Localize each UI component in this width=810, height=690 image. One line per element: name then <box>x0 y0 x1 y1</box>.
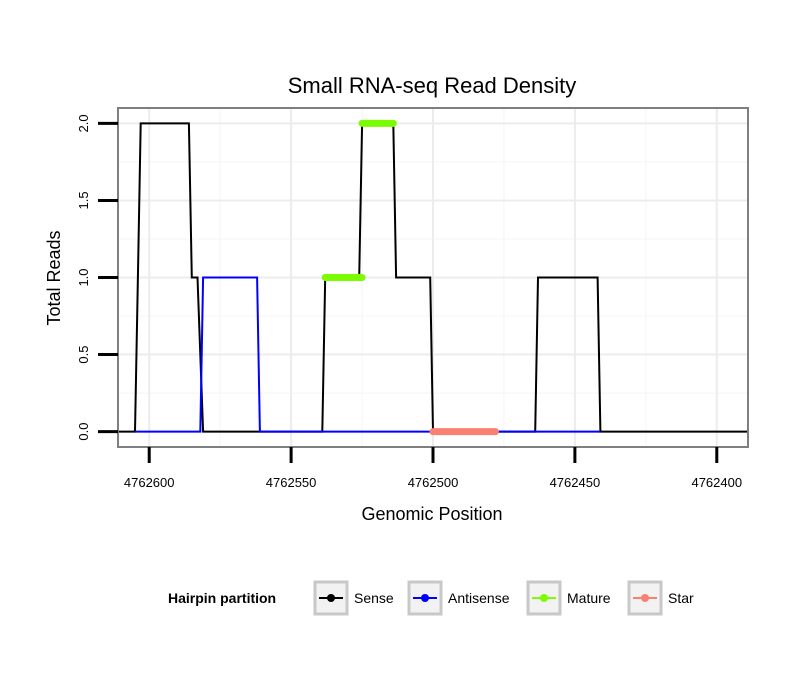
chart-title: Small RNA-seq Read Density <box>288 73 577 98</box>
antisense-series-line <box>135 276 601 433</box>
legend-label-sense: Sense <box>354 590 394 606</box>
y-tick-label: 1.0 <box>76 268 91 286</box>
legend-dot-star <box>641 594 649 602</box>
x-tick-label: 4762550 <box>266 475 317 490</box>
x-tick-label: 4762600 <box>124 475 175 490</box>
x-tick-label: 4762500 <box>408 475 459 490</box>
y-tick-label: 0.5 <box>76 346 91 364</box>
legend-dot-antisense <box>421 594 429 602</box>
y-tick-label: 0.0 <box>76 423 91 441</box>
legend-dot-sense <box>327 594 335 602</box>
legend-label-star: Star <box>668 590 694 606</box>
y-axis-title: Total Reads <box>44 230 64 325</box>
axes: 4762600 4762550 4762500 4762450 4762400 0.0 0.… <box>76 114 742 490</box>
x-tick-label: 4762400 <box>691 475 742 490</box>
series-group <box>118 119 748 436</box>
x-axis-title: Genomic Position <box>361 504 502 524</box>
y-tick-label: 1.5 <box>76 191 91 209</box>
legend-dot-mature <box>540 594 548 602</box>
x-tick-label: 4762450 <box>550 475 601 490</box>
legend-label-antisense: Antisense <box>448 590 510 606</box>
legend-label-mature: Mature <box>567 590 611 606</box>
legend: Hairpin partition Sense Antisense Mature Sta… <box>168 580 694 616</box>
y-tick-label: 2.0 <box>76 114 91 132</box>
legend-title: Hairpin partition <box>168 590 276 606</box>
